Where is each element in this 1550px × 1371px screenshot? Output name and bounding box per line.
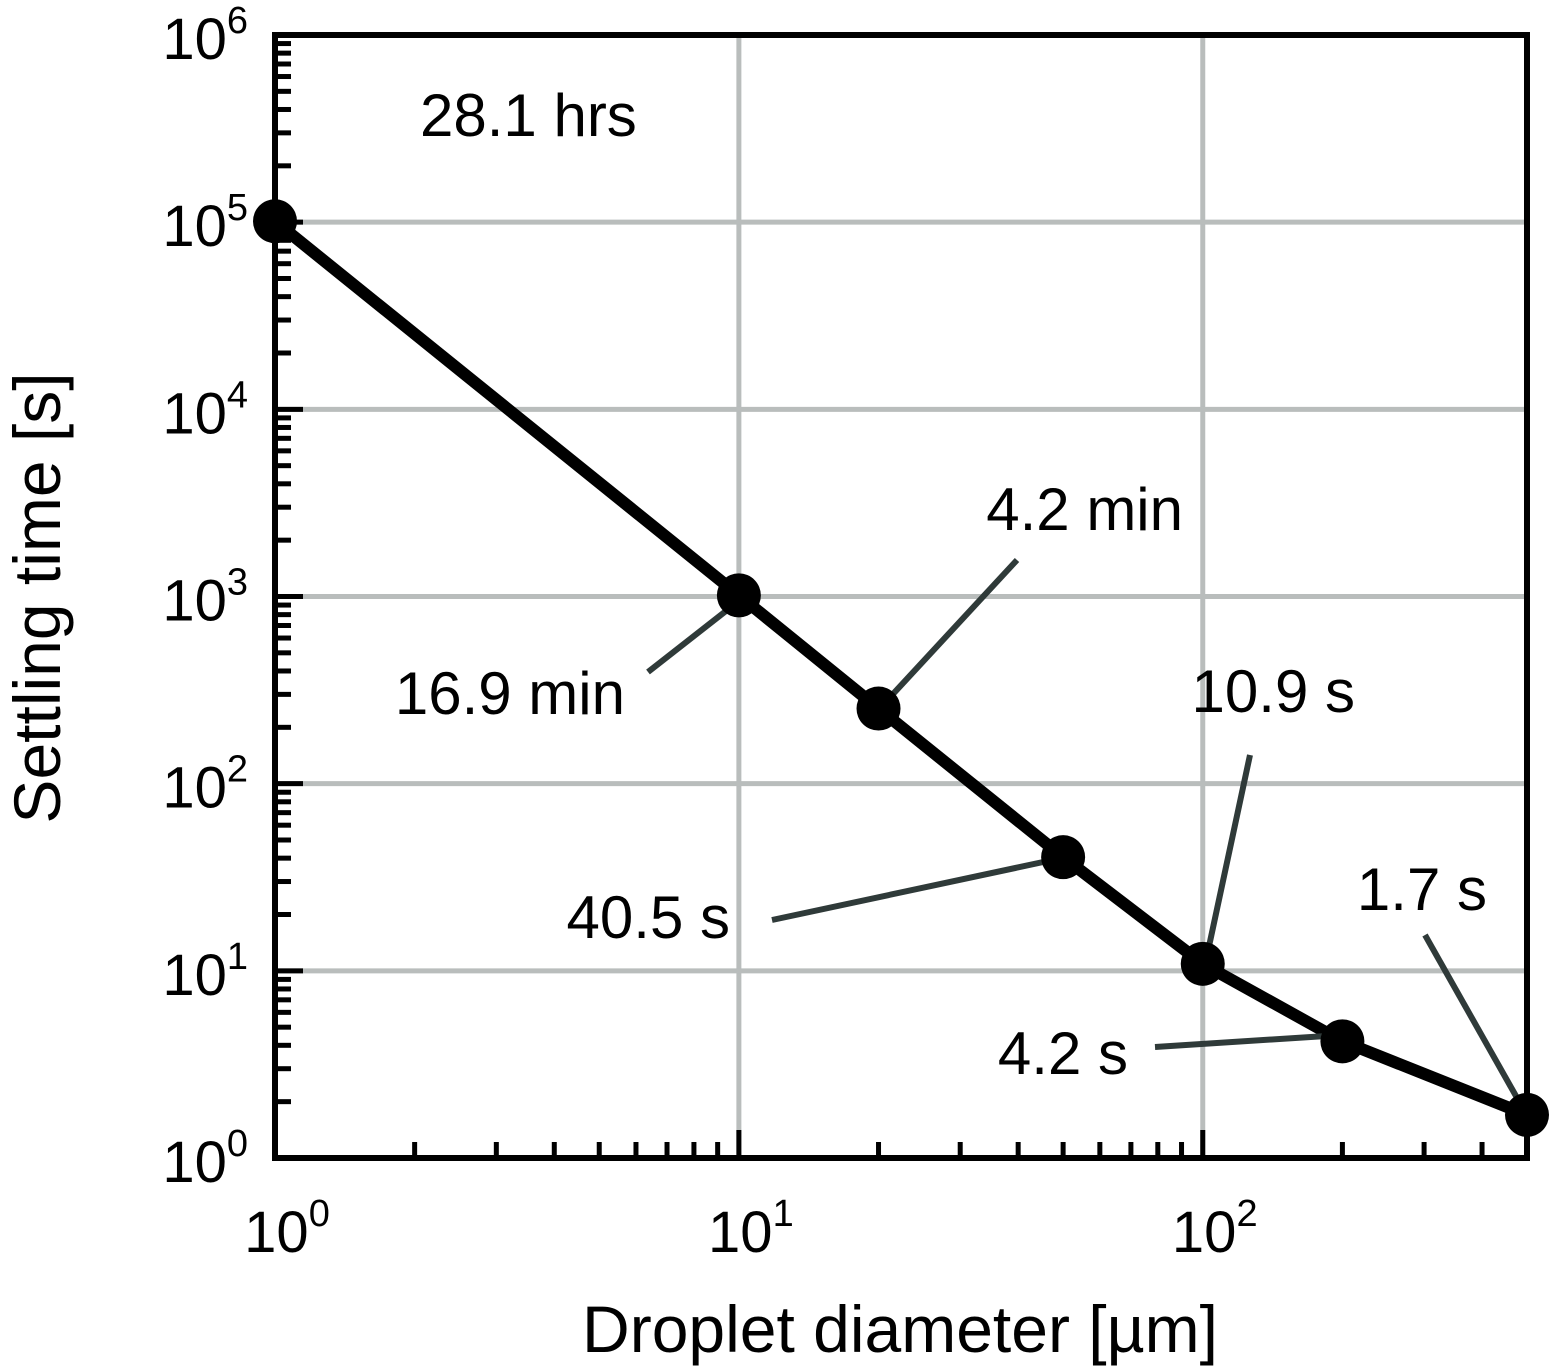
grid-lines	[275, 35, 1527, 1158]
y-tick-labels: 100 101 102 103 104 105 106	[162, 0, 248, 1195]
y-tick-label: 104	[162, 374, 248, 446]
data-markers	[253, 199, 1549, 1137]
y-tick-label: 105	[162, 187, 248, 259]
annotation-label: 1.7 s	[1357, 856, 1487, 923]
data-point	[856, 686, 901, 731]
data-point	[1320, 1019, 1365, 1064]
annotation-leaders	[646, 557, 1528, 1114]
y-tick-label: 103	[162, 562, 248, 634]
data-point	[1041, 835, 1086, 880]
x-tick-label: 100	[244, 1193, 330, 1265]
y-tick-label: 102	[162, 749, 248, 821]
data-point	[1180, 941, 1225, 986]
annotation-leader-line	[1202, 754, 1253, 966]
plot-frame	[272, 32, 1530, 1161]
annotation-label: 40.5 s	[567, 884, 730, 951]
data-point	[716, 573, 761, 618]
x-tick-labels: 100 101 102	[244, 1193, 1257, 1265]
y-tick-label: 106	[162, 0, 248, 72]
annotation-leader-line	[877, 557, 1020, 711]
x-tick-label: 102	[1172, 1193, 1258, 1265]
y-tick-label: 101	[162, 936, 248, 1008]
x-tick-label: 101	[708, 1193, 794, 1265]
annotation-labels: 28.1 hrs 16.9 min 4.2 min 40.5 s 10.9 s 4.2 s…	[395, 82, 1487, 1087]
y-tick-label: 100	[162, 1123, 248, 1195]
annotation-label: 4.2 s	[998, 1020, 1128, 1087]
annotation-label: 28.1 hrs	[420, 82, 637, 149]
annotation-leader-line	[1422, 933, 1528, 1114]
minor-ticks	[272, 41, 1530, 1161]
annotation-label: 4.2 min	[986, 476, 1183, 543]
annotation-label: 10.9 s	[1192, 658, 1355, 725]
annotation-leader-line	[1154, 1032, 1343, 1050]
annotation-leader-line	[771, 855, 1063, 923]
annotation-label: 16.9 min	[395, 660, 625, 727]
x-axis-label: Droplet diameter [µm]	[582, 1292, 1218, 1366]
y-axis-label: Settling time [s]	[0, 372, 74, 823]
